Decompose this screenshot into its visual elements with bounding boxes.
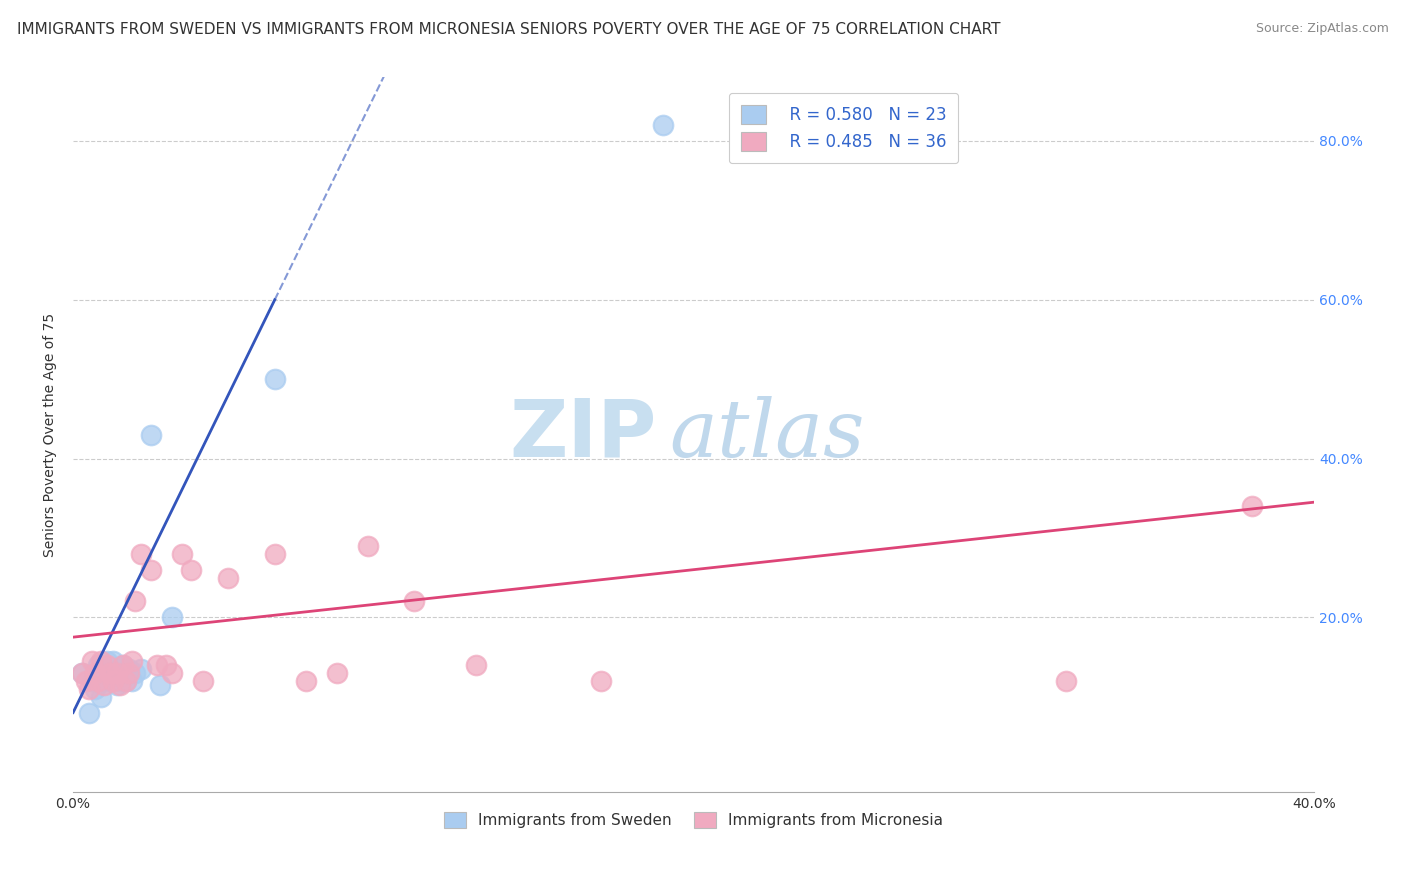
- Point: [121, 673, 143, 688]
- Point: [124, 594, 146, 608]
- Point: [162, 610, 184, 624]
- Point: [124, 665, 146, 680]
- Point: [162, 665, 184, 680]
- Point: [1054, 673, 1077, 688]
- Point: [118, 662, 141, 676]
- Point: [139, 563, 162, 577]
- Point: [111, 657, 134, 672]
- Point: [72, 665, 94, 680]
- Point: [103, 673, 125, 688]
- Point: [217, 571, 239, 585]
- Point: [146, 657, 169, 672]
- Point: [103, 654, 125, 668]
- Point: [155, 657, 177, 672]
- Point: [80, 654, 103, 668]
- Point: [93, 673, 115, 688]
- Point: [108, 678, 131, 692]
- Point: [149, 678, 172, 692]
- Point: [72, 665, 94, 680]
- Point: [118, 665, 141, 680]
- Point: [77, 681, 100, 696]
- Point: [121, 654, 143, 668]
- Point: [170, 547, 193, 561]
- Point: [96, 657, 118, 672]
- Point: [93, 678, 115, 692]
- Text: ZIP: ZIP: [509, 396, 657, 474]
- Point: [87, 673, 110, 688]
- Point: [75, 673, 97, 688]
- Point: [404, 594, 426, 608]
- Point: [263, 372, 285, 386]
- Point: [111, 657, 134, 672]
- Point: [651, 118, 673, 132]
- Point: [105, 665, 128, 680]
- Point: [90, 654, 112, 668]
- Point: [1241, 499, 1264, 513]
- Point: [98, 665, 121, 680]
- Point: [108, 673, 131, 688]
- Point: [98, 665, 121, 680]
- Point: [105, 678, 128, 692]
- Point: [96, 654, 118, 668]
- Point: [83, 665, 105, 680]
- Text: atlas: atlas: [669, 396, 865, 474]
- Text: Source: ZipAtlas.com: Source: ZipAtlas.com: [1256, 22, 1389, 36]
- Point: [131, 547, 153, 561]
- Point: [357, 539, 380, 553]
- Point: [139, 427, 162, 442]
- Point: [87, 657, 110, 672]
- Point: [131, 662, 153, 676]
- Point: [294, 673, 316, 688]
- Legend: Immigrants from Sweden, Immigrants from Micronesia: Immigrants from Sweden, Immigrants from …: [439, 805, 949, 834]
- Point: [263, 547, 285, 561]
- Point: [80, 673, 103, 688]
- Point: [326, 665, 349, 680]
- Point: [193, 673, 215, 688]
- Y-axis label: Seniors Poverty Over the Age of 75: Seniors Poverty Over the Age of 75: [44, 312, 58, 557]
- Point: [77, 706, 100, 720]
- Point: [180, 563, 202, 577]
- Text: IMMIGRANTS FROM SWEDEN VS IMMIGRANTS FROM MICRONESIA SENIORS POVERTY OVER THE AG: IMMIGRANTS FROM SWEDEN VS IMMIGRANTS FRO…: [17, 22, 1001, 37]
- Point: [114, 673, 136, 688]
- Point: [83, 681, 105, 696]
- Point: [90, 690, 112, 704]
- Point: [465, 657, 488, 672]
- Point: [589, 673, 612, 688]
- Point: [114, 673, 136, 688]
